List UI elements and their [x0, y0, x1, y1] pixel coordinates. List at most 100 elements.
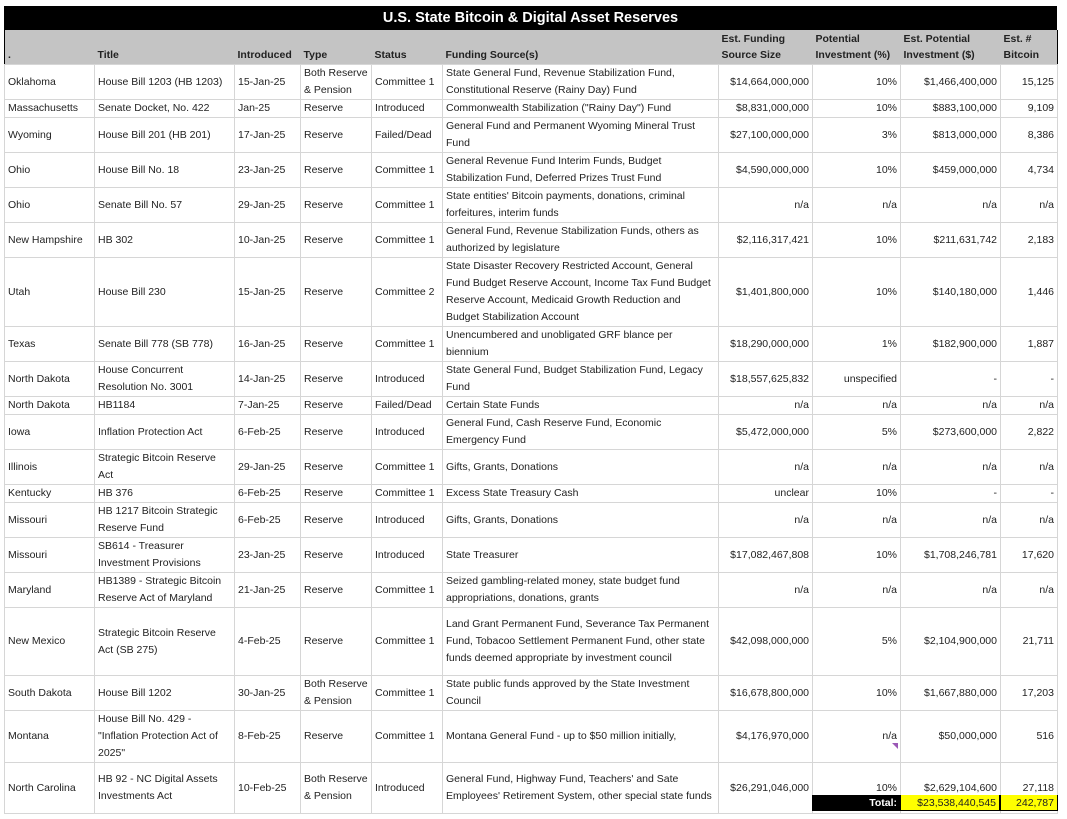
- cell-pct[interactable]: 10%: [812, 537, 901, 573]
- cell-introduced[interactable]: 4-Feb-25: [234, 607, 301, 676]
- cell-pct[interactable]: 5%: [812, 414, 901, 450]
- cell-pct[interactable]: n/a: [812, 572, 901, 608]
- cell-introduced[interactable]: 6-Feb-25: [234, 414, 301, 450]
- cell-size[interactable]: $26,291,046,000: [718, 762, 813, 814]
- cell-type[interactable]: Reserve: [300, 502, 372, 538]
- cell-size[interactable]: n/a: [718, 572, 813, 608]
- cell-introduced[interactable]: 6-Feb-25: [234, 502, 301, 538]
- cell-investment[interactable]: $459,000,000: [900, 152, 1001, 188]
- cell-type[interactable]: Reserve: [300, 99, 372, 118]
- cell-type[interactable]: Reserve: [300, 710, 372, 763]
- cell-state[interactable]: Ohio: [4, 187, 95, 223]
- cell-introduced[interactable]: 21-Jan-25: [234, 572, 301, 608]
- cell-size[interactable]: $27,100,000,000: [718, 117, 813, 153]
- cell-introduced[interactable]: 23-Jan-25: [234, 152, 301, 188]
- cell-introduced[interactable]: Jan-25: [234, 99, 301, 118]
- cell-bitcoin[interactable]: 1,887: [1000, 326, 1058, 362]
- cell-funding[interactable]: General Revenue Fund Interim Funds, Budg…: [442, 152, 719, 188]
- cell-title[interactable]: Inflation Protection Act: [94, 414, 235, 450]
- cell-pct[interactable]: 10%: [812, 99, 901, 118]
- col-header-introduced[interactable]: Introduced: [234, 30, 301, 65]
- cell-status[interactable]: Introduced: [371, 502, 443, 538]
- cell-status[interactable]: Introduced: [371, 414, 443, 450]
- cell-funding[interactable]: Gifts, Grants, Donations: [442, 449, 719, 485]
- cell-funding[interactable]: State public funds approved by the State…: [442, 675, 719, 711]
- cell-investment[interactable]: n/a: [900, 187, 1001, 223]
- cell-funding[interactable]: General Fund, Cash Reserve Fund, Economi…: [442, 414, 719, 450]
- cell-bitcoin[interactable]: n/a: [1000, 187, 1058, 223]
- cell-title[interactable]: Strategic Bitcoin Reserve Act: [94, 449, 235, 485]
- cell-type[interactable]: Reserve: [300, 326, 372, 362]
- cell-introduced[interactable]: 29-Jan-25: [234, 449, 301, 485]
- cell-status[interactable]: Introduced: [371, 99, 443, 118]
- cell-state[interactable]: North Dakota: [4, 361, 95, 397]
- cell-funding[interactable]: State Treasurer: [442, 537, 719, 573]
- cell-introduced[interactable]: 16-Jan-25: [234, 326, 301, 362]
- cell-size[interactable]: $1,401,800,000: [718, 257, 813, 327]
- cell-state[interactable]: Texas: [4, 326, 95, 362]
- cell-type[interactable]: Reserve: [300, 607, 372, 676]
- cell-state[interactable]: Missouri: [4, 502, 95, 538]
- cell-introduced[interactable]: 14-Jan-25: [234, 361, 301, 397]
- cell-bitcoin[interactable]: -: [1000, 484, 1058, 503]
- cell-title[interactable]: House Bill 230: [94, 257, 235, 327]
- cell-investment[interactable]: n/a: [900, 502, 1001, 538]
- cell-type[interactable]: Reserve: [300, 222, 372, 258]
- cell-pct[interactable]: 10%: [812, 484, 901, 503]
- cell-status[interactable]: Committee 1: [371, 572, 443, 608]
- cell-size[interactable]: $14,664,000,000: [718, 64, 813, 100]
- cell-title[interactable]: HB1389 - Strategic Bitcoin Reserve Act o…: [94, 572, 235, 608]
- cell-status[interactable]: Committee 1: [371, 326, 443, 362]
- cell-investment[interactable]: $273,600,000: [900, 414, 1001, 450]
- cell-introduced[interactable]: 8-Feb-25: [234, 710, 301, 763]
- cell-title[interactable]: HB1184: [94, 396, 235, 415]
- cell-state[interactable]: Oklahoma: [4, 64, 95, 100]
- cell-pct[interactable]: 5%: [812, 607, 901, 676]
- cell-investment[interactable]: $883,100,000: [900, 99, 1001, 118]
- cell-bitcoin[interactable]: 17,203: [1000, 675, 1058, 711]
- cell-state[interactable]: Montana: [4, 710, 95, 763]
- cell-investment[interactable]: -: [900, 484, 1001, 503]
- cell-status[interactable]: Committee 1: [371, 607, 443, 676]
- cell-type[interactable]: Reserve: [300, 187, 372, 223]
- cell-size[interactable]: $18,290,000,000: [718, 326, 813, 362]
- col-header-title[interactable]: Title: [94, 30, 235, 65]
- cell-type[interactable]: Reserve: [300, 396, 372, 415]
- cell-bitcoin[interactable]: 2,822: [1000, 414, 1058, 450]
- col-header-pct[interactable]: Potential Investment (%): [812, 30, 901, 65]
- cell-title[interactable]: Senate Bill 778 (SB 778): [94, 326, 235, 362]
- cell-bitcoin[interactable]: -: [1000, 361, 1058, 397]
- cell-state[interactable]: Wyoming: [4, 117, 95, 153]
- col-header-type[interactable]: Type: [300, 30, 372, 65]
- col-header-investment[interactable]: Est. Potential Investment ($): [900, 30, 1001, 65]
- cell-status[interactable]: Committee 1: [371, 710, 443, 763]
- cell-title[interactable]: House Bill No. 429 - "Inflation Protecti…: [94, 710, 235, 763]
- cell-state[interactable]: Massachusetts: [4, 99, 95, 118]
- cell-title[interactable]: HB 376: [94, 484, 235, 503]
- cell-bitcoin[interactable]: n/a: [1000, 396, 1058, 415]
- cell-status[interactable]: Committee 1: [371, 484, 443, 503]
- cell-state[interactable]: Ohio: [4, 152, 95, 188]
- cell-type[interactable]: Reserve: [300, 484, 372, 503]
- cell-status[interactable]: Committee 1: [371, 152, 443, 188]
- cell-bitcoin[interactable]: 516: [1000, 710, 1058, 763]
- cell-introduced[interactable]: 10-Feb-25: [234, 762, 301, 814]
- col-header-size[interactable]: Est. Funding Source Size: [718, 30, 813, 65]
- cell-size[interactable]: n/a: [718, 187, 813, 223]
- cell-investment[interactable]: $1,466,400,000: [900, 64, 1001, 100]
- cell-funding[interactable]: Commonwealth Stabilization ("Rainy Day")…: [442, 99, 719, 118]
- cell-bitcoin[interactable]: 17,620: [1000, 537, 1058, 573]
- cell-title[interactable]: Senate Docket, No. 422: [94, 99, 235, 118]
- cell-status[interactable]: Introduced: [371, 537, 443, 573]
- cell-funding[interactable]: Seized gambling-related money, state bud…: [442, 572, 719, 608]
- cell-funding[interactable]: Land Grant Permanent Fund, Severance Tax…: [442, 607, 719, 676]
- cell-pct[interactable]: 10%: [812, 222, 901, 258]
- cell-title[interactable]: HB 92 - NC Digital Assets Investments Ac…: [94, 762, 235, 814]
- cell-introduced[interactable]: 7-Jan-25: [234, 396, 301, 415]
- cell-bitcoin[interactable]: 21,711: [1000, 607, 1058, 676]
- cell-type[interactable]: Reserve: [300, 117, 372, 153]
- cell-size[interactable]: $8,831,000,000: [718, 99, 813, 118]
- cell-funding[interactable]: State entities' Bitcoin payments, donati…: [442, 187, 719, 223]
- cell-investment[interactable]: $1,708,246,781: [900, 537, 1001, 573]
- cell-funding[interactable]: General Fund and Permanent Wyoming Miner…: [442, 117, 719, 153]
